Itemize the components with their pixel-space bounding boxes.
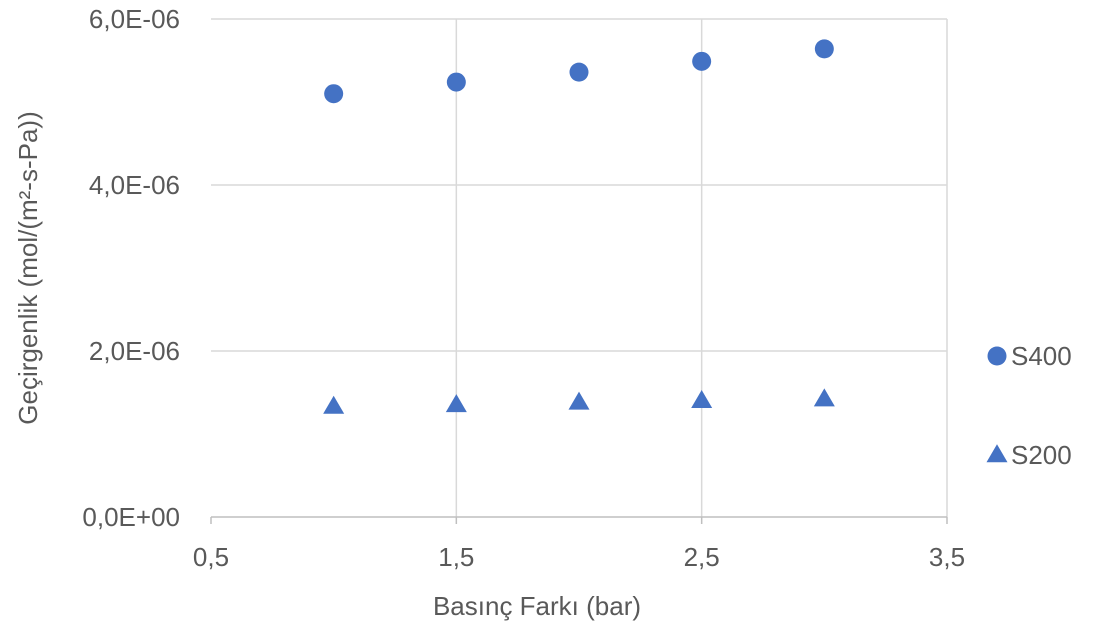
x-tick-label: 2,5 xyxy=(684,542,720,572)
x-tick-label: 0,5 xyxy=(193,542,229,572)
data-point xyxy=(324,84,344,104)
series-s400 xyxy=(324,39,834,104)
x-tick-label: 1,5 xyxy=(438,542,474,572)
y-tick-label: 2,0E-06 xyxy=(89,336,180,366)
data-point xyxy=(568,391,590,410)
data-point xyxy=(446,72,466,92)
legend-item-s200: S200 xyxy=(986,440,1072,470)
y-tick-label: 6,0E-06 xyxy=(89,4,180,34)
legend: S400 S200 xyxy=(986,341,1072,470)
data-point xyxy=(445,394,467,413)
series-s200 xyxy=(323,388,835,414)
x-axis-title: Basınç Farkı (bar) xyxy=(433,591,641,621)
data-series xyxy=(323,39,835,414)
data-point xyxy=(692,51,712,71)
legend-marker xyxy=(986,444,1008,463)
data-point xyxy=(814,39,834,59)
legend-label: S200 xyxy=(1011,440,1072,470)
y-axis-title: Geçirgenlik (mol/(m²-s-Pa)) xyxy=(13,111,43,424)
legend-item-s400: S400 xyxy=(987,341,1072,371)
legend-label: S400 xyxy=(1011,341,1072,371)
y-tick-labels: 0,0E+00 2,0E-06 4,0E-06 6,0E-06 xyxy=(82,4,180,532)
gridlines xyxy=(211,18,948,517)
x-tick-label: 3,5 xyxy=(929,542,965,572)
legend-marker xyxy=(987,346,1007,366)
data-point xyxy=(323,395,345,414)
data-point xyxy=(569,62,589,82)
y-tick-label: 4,0E-06 xyxy=(89,170,180,200)
data-point xyxy=(813,388,835,407)
data-point xyxy=(691,390,713,408)
x-tick-labels: 0,5 1,5 2,5 3,5 xyxy=(193,542,965,572)
axes xyxy=(210,516,948,524)
y-tick-label: 0,0E+00 xyxy=(82,502,180,532)
